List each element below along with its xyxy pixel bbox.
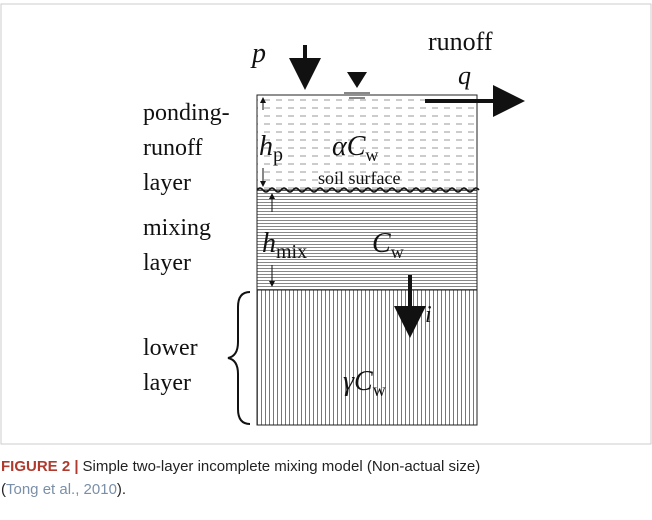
concentration-label: Cw: [372, 228, 404, 262]
caption-close: ).: [117, 481, 126, 498]
symbol: γC: [343, 366, 373, 397]
layer-name: layer: [143, 250, 191, 276]
caption-line: (Tong et al., 2010).: [1, 481, 126, 498]
subscript: w: [391, 242, 404, 262]
mixing-layer: [256, 189, 478, 291]
concentration-label: γCw: [343, 366, 386, 400]
concentration-label: αCw: [332, 131, 378, 165]
subscript: w: [365, 145, 378, 165]
caption: FIGURE 2 | Simple two-layer incomplete mi…: [1, 458, 480, 475]
layer-name: layer: [143, 370, 191, 396]
caption-label: FIGURE 2 |: [1, 458, 79, 475]
symbol: αC: [332, 131, 366, 162]
runoff-label: runoff: [428, 27, 493, 56]
layer-name: lower: [143, 335, 198, 361]
height-label: hp: [259, 131, 283, 166]
ponding-layer: [256, 94, 478, 191]
subscript: p: [273, 144, 283, 166]
frame: [0, 3, 652, 445]
subscript: w: [373, 380, 386, 400]
q-label: q: [458, 61, 471, 90]
citation[interactable]: Tong et al., 2010: [6, 481, 117, 498]
p-label: p: [250, 38, 266, 69]
soil-surface-label: soil surface: [318, 168, 400, 188]
symbol: C: [372, 228, 391, 259]
subscript: mix: [276, 241, 307, 263]
brace: [227, 291, 251, 425]
water-level: [347, 72, 367, 88]
symbol: h: [262, 228, 276, 259]
layer-name: ponding-: [143, 100, 230, 126]
layer-name: mixing: [143, 215, 211, 241]
layer-name: runoff: [143, 135, 203, 161]
caption-text: Simple two-layer incomplete mixing model…: [83, 458, 481, 475]
lower-layer: [256, 289, 478, 426]
i-label: i: [425, 302, 432, 328]
height-label: hmix: [262, 228, 307, 263]
soil-surface-line: [256, 187, 480, 193]
layer-name: layer: [143, 170, 191, 196]
symbol: h: [259, 131, 273, 162]
caption-open: (: [1, 481, 6, 498]
